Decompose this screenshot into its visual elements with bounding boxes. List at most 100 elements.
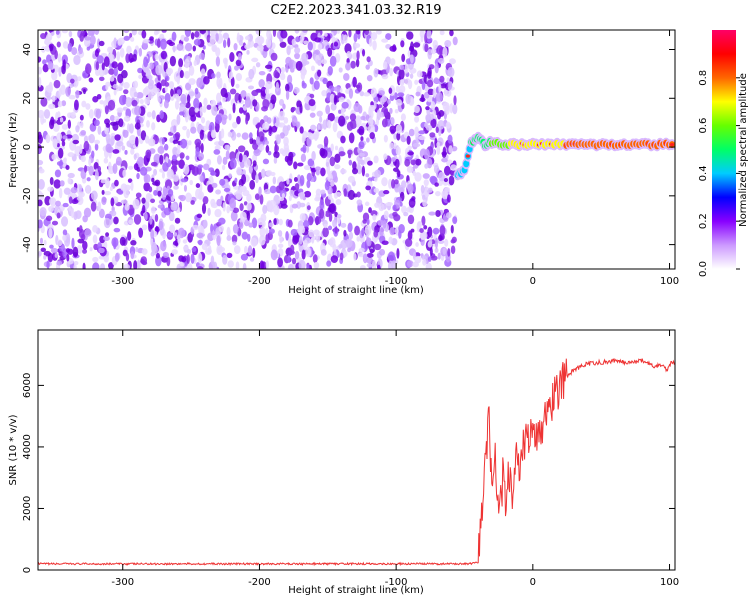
- noise-blob: [186, 128, 190, 139]
- noise-blob: [407, 145, 413, 150]
- noise-blob: [406, 135, 411, 145]
- noise-blob: [385, 44, 392, 49]
- noise-blob: [39, 237, 44, 245]
- noise-blob: [378, 90, 385, 96]
- noise-blob: [114, 252, 120, 262]
- noise-blob: [116, 107, 124, 113]
- noise-blob: [409, 201, 416, 206]
- noise-blob: [237, 145, 246, 153]
- noise-blob: [350, 60, 356, 69]
- noise-blob: [42, 59, 47, 65]
- noise-blob: [229, 88, 237, 95]
- noise-blob: [218, 105, 223, 110]
- noise-blob: [38, 134, 43, 144]
- noise-blob: [239, 211, 247, 222]
- noise-blob: [288, 195, 292, 202]
- noise-blob: [99, 76, 105, 82]
- noise-blob: [238, 152, 243, 163]
- noise-blob: [149, 215, 153, 225]
- noise-blob: [108, 161, 112, 172]
- noise-blob: [247, 245, 253, 256]
- noise-blob: [320, 167, 326, 177]
- noise-blob: [136, 172, 140, 180]
- noise-blob: [333, 41, 339, 47]
- noise-blob: [231, 130, 237, 141]
- noise-blob: [407, 214, 415, 225]
- noise-blob: [369, 248, 374, 254]
- noise-blob: [418, 135, 426, 141]
- noise-blob: [211, 182, 218, 188]
- noise-blob: [132, 80, 139, 89]
- noise-blob: [359, 152, 365, 157]
- noise-blob: [174, 100, 180, 110]
- noise-blob: [218, 30, 223, 33]
- noise-blob: [146, 111, 152, 118]
- noise-blob: [419, 228, 424, 234]
- noise-blob: [306, 263, 310, 269]
- noise-blob: [118, 118, 124, 128]
- noise-blob: [346, 57, 350, 64]
- noise-blob: [47, 186, 54, 192]
- noise-blob: [192, 45, 197, 52]
- noise-blob: [403, 211, 409, 217]
- noise-blob: [265, 81, 273, 90]
- noise-blob: [140, 130, 147, 141]
- noise-blob: [134, 105, 142, 116]
- noise-blob: [203, 97, 208, 107]
- noise-blob: [214, 168, 220, 177]
- noise-blob: [376, 109, 381, 121]
- noise-blob: [358, 247, 365, 253]
- noise-blob: [146, 120, 150, 128]
- noise-blob: [213, 149, 221, 155]
- noise-blob: [38, 179, 45, 190]
- noise-blob: [278, 243, 284, 249]
- noise-blob: [216, 122, 220, 131]
- noise-blob: [329, 93, 335, 104]
- noise-blob: [92, 256, 99, 263]
- noise-blob: [68, 30, 73, 38]
- noise-blob: [211, 72, 216, 79]
- noise-blob: [345, 88, 350, 94]
- noise-blob: [83, 140, 90, 152]
- snr-y-axis-label: SNR (10 * v/v): [8, 414, 19, 485]
- noise-blob: [398, 230, 402, 239]
- noise-blob: [73, 211, 78, 221]
- noise-blob: [410, 54, 414, 64]
- noise-blob: [407, 79, 413, 90]
- x-tick-label: 100: [660, 276, 679, 287]
- noise-blob: [327, 112, 335, 122]
- noise-blob: [259, 234, 266, 246]
- noise-blob: [352, 76, 357, 88]
- noise-blob: [151, 177, 155, 183]
- noise-blob: [366, 56, 371, 63]
- noise-blob: [130, 148, 135, 155]
- noise-blob: [144, 174, 151, 183]
- noise-blob: [152, 87, 160, 93]
- y-tick-label: -40: [22, 236, 33, 252]
- noise-blob: [62, 41, 69, 49]
- noise-blob: [400, 40, 405, 48]
- noise-blob: [93, 119, 100, 127]
- noise-blob: [432, 87, 437, 99]
- noise-blob: [433, 164, 440, 174]
- y-tick-label: 40: [22, 43, 33, 56]
- colorbar-gradient: [712, 30, 736, 269]
- noise-blob: [426, 79, 434, 88]
- noise-blob: [407, 230, 413, 241]
- noise-blob: [251, 89, 259, 97]
- noise-blob: [202, 105, 207, 113]
- noise-blob: [203, 134, 207, 139]
- noise-blob: [279, 72, 286, 81]
- noise-blob: [339, 252, 344, 261]
- noise-blob: [295, 60, 303, 71]
- noise-blob: [248, 165, 253, 174]
- noise-blob: [147, 193, 153, 200]
- noise-blob: [174, 132, 181, 139]
- noise-blob: [432, 227, 440, 235]
- noise-blob: [361, 165, 366, 177]
- noise-blob: [244, 245, 248, 255]
- noise-blob: [243, 201, 248, 206]
